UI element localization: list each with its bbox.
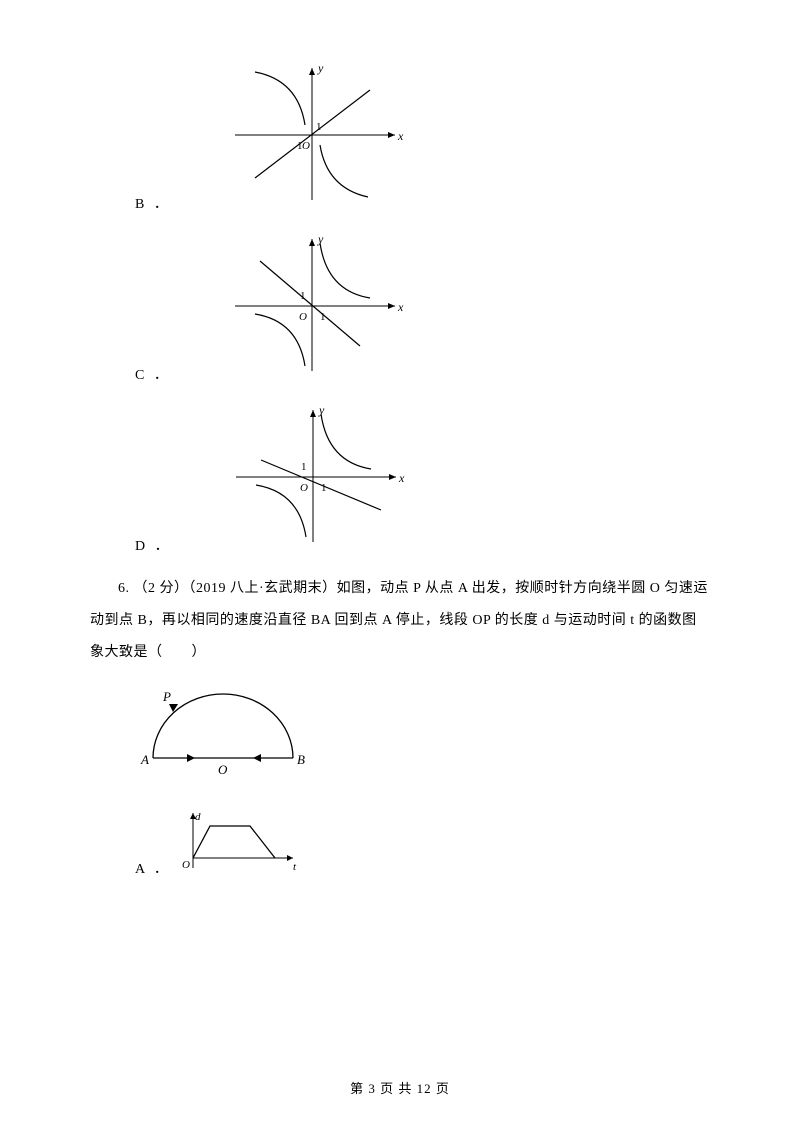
chart-d: x y O 1 1	[221, 402, 406, 547]
chart-b: x y O 1 1	[220, 60, 405, 205]
svg-text:y: y	[317, 232, 326, 246]
question-6-text: 6. （2 分）（2019 八上·玄武期末）如图，动点 P 从点 A 出发，按顺…	[90, 573, 710, 670]
option-d-row: D ． x y O 1 1	[135, 402, 710, 555]
chart-d-svg: x y O 1 1	[221, 402, 406, 547]
svg-text:A: A	[140, 752, 149, 767]
answer-a-svg: d t O	[175, 808, 305, 878]
svg-text:O: O	[182, 859, 190, 871]
svg-text:1: 1	[297, 140, 306, 152]
svg-text:x: x	[397, 129, 405, 143]
option-c-row: C ． x y O 1 1	[135, 231, 710, 384]
chart-b-svg: x y O 1 1	[220, 60, 405, 205]
answer-a-row: A ． d t O	[135, 808, 710, 878]
semicircle-svg: A B O P	[135, 688, 315, 783]
option-b-label: B ．	[135, 193, 171, 213]
svg-text:O: O	[299, 311, 310, 323]
svg-text:t: t	[293, 861, 297, 873]
answer-a-label: A ．	[135, 858, 171, 878]
svg-text:x: x	[397, 300, 405, 314]
svg-text:y: y	[318, 403, 327, 417]
svg-text:x: x	[398, 471, 406, 485]
page-footer: 第 3 页 共 12 页	[0, 1078, 800, 1097]
semicircle-diagram: A B O P	[135, 688, 710, 783]
svg-text:O: O	[218, 762, 228, 777]
svg-text:B: B	[297, 752, 305, 767]
option-d-label: D ．	[135, 535, 172, 555]
svg-text:O: O	[300, 482, 311, 494]
option-c-label: C ．	[135, 364, 171, 384]
svg-text:1: 1	[316, 121, 325, 133]
svg-text:1: 1	[301, 461, 310, 473]
chart-c-svg: x y O 1 1	[220, 231, 405, 376]
svg-text:d: d	[195, 811, 201, 823]
chart-c: x y O 1 1	[220, 231, 405, 376]
option-b-row: B ． x y O 1 1	[135, 60, 710, 213]
svg-text:y: y	[317, 61, 326, 75]
svg-text:P: P	[162, 689, 171, 704]
